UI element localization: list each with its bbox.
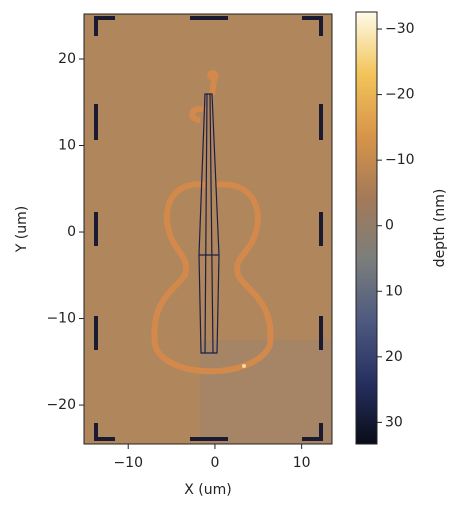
y-tick-label: 10 (58, 138, 76, 154)
colorbar-label: depth (nm) (432, 189, 448, 268)
colorbar-tick-label: 20 (385, 349, 403, 365)
image-shade (200, 340, 332, 444)
neck-outline (198, 93, 220, 354)
y-tick-label: 20 (58, 51, 76, 67)
colorbar-tick-label: 10 (385, 283, 403, 299)
x-tick-label: −10 (113, 455, 143, 471)
colorbar-tick-label: −30 (385, 21, 415, 37)
colorbar (355, 11, 378, 445)
y-tick-label: 0 (67, 224, 76, 240)
violin-outline (151, 70, 274, 375)
y-axis-label: Y (um) (14, 206, 30, 253)
axes-frame (83, 13, 333, 445)
colorbar-tick-label: 0 (385, 218, 394, 234)
speck (242, 364, 246, 368)
colorbar-tick-label: −20 (385, 87, 415, 103)
colorbar-tick-label: 30 (385, 414, 403, 430)
y-tick-label: −20 (46, 397, 76, 413)
colorbar-tick-label: −10 (385, 152, 415, 168)
x-tick-label: 0 (210, 455, 219, 471)
y-tick-label: −10 (46, 311, 76, 327)
alignment-marks (94, 16, 323, 441)
x-tick-label: 10 (293, 455, 311, 471)
x-axis-label: X (um) (184, 482, 231, 498)
